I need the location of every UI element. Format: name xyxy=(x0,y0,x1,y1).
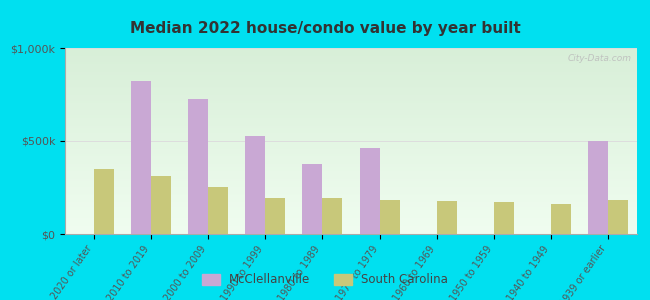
Bar xyxy=(551,204,571,234)
Bar xyxy=(322,198,343,234)
Text: Median 2022 house/condo value by year built: Median 2022 house/condo value by year bu… xyxy=(129,21,521,36)
Bar xyxy=(359,148,380,234)
Bar xyxy=(131,80,151,234)
Bar xyxy=(302,164,322,234)
Bar xyxy=(380,200,400,234)
Bar xyxy=(151,176,171,234)
Bar xyxy=(608,200,629,234)
Bar xyxy=(245,136,265,234)
Legend: McClellanville, South Carolina: McClellanville, South Carolina xyxy=(197,269,453,291)
Text: City-Data.com: City-Data.com xyxy=(567,54,631,63)
Bar xyxy=(494,202,514,234)
Bar xyxy=(265,198,285,234)
Bar xyxy=(94,169,114,234)
Bar xyxy=(437,200,457,234)
Bar xyxy=(588,141,608,234)
Bar xyxy=(188,99,208,234)
Bar xyxy=(208,187,228,234)
